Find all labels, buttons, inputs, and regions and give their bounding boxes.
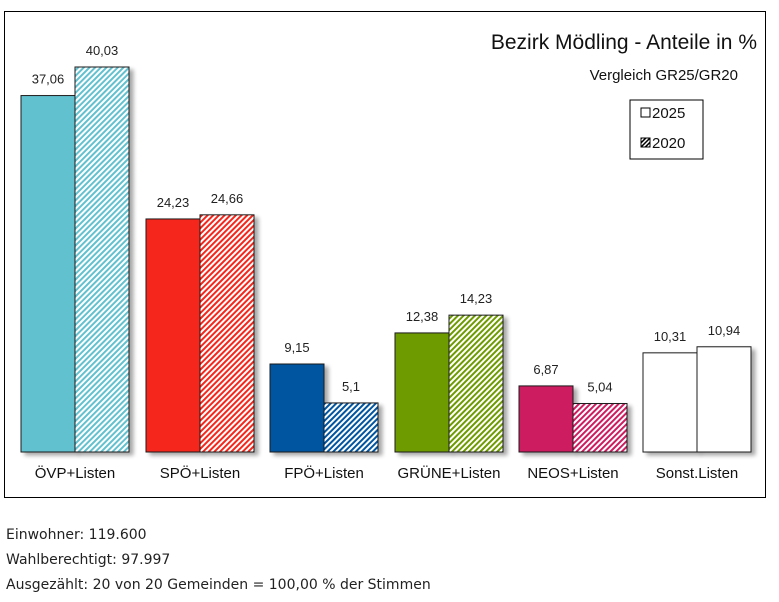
legend-swatch-2020 (640, 137, 651, 148)
data-label-övp-listen-2025: 37,06 (32, 72, 65, 87)
data-label-grüne-listen-2020: 14,23 (460, 291, 493, 306)
bar-neos-listen-2025 (518, 385, 574, 453)
bar-fpö-listen-2025 (269, 363, 325, 453)
bar-övp-listen-2020 (74, 66, 130, 453)
footer-ausgezaehlt: Ausgezählt: 20 von 20 Gemeinden = 100,00… (6, 577, 431, 593)
footer-wahlberechtigt: Wahlberechtigt: 97.997 (6, 552, 171, 568)
chart-title: Bezirk Mödling - Anteile in % (491, 31, 757, 54)
legend-label-2025: 2025 (652, 105, 685, 122)
chart-subtitle: Vergleich GR25/GR20 (590, 67, 738, 84)
bar-chart: 37,06 40,03 ÖVP+Listen 24,23 24,66 SPÖ+Listen… (20, 31, 757, 482)
data-label-fpö-listen-2020: 5,1 (342, 379, 360, 394)
legend: 2025 2020 (629, 99, 704, 160)
category-label-spö-listen: SPÖ+Listen (160, 464, 240, 482)
data-label-fpö-listen-2025: 9,15 (284, 340, 309, 355)
category-label-övp-listen: ÖVP+Listen (35, 464, 115, 482)
data-label-sonst-listen-2025: 10,31 (654, 329, 687, 344)
data-label-neos-listen-2025: 6,87 (533, 362, 558, 377)
data-label-grüne-listen-2025: 12,38 (406, 309, 439, 324)
data-label-neos-listen-2020: 5,04 (587, 380, 612, 395)
bar-grüne-listen-2025 (394, 332, 450, 453)
category-label-neos-listen: NEOS+Listen (527, 465, 618, 482)
bar-sonst-listen-2020 (696, 346, 752, 453)
bar-fpö-listen-2020 (323, 402, 379, 453)
category-label-sonst-listen: Sonst.Listen (656, 465, 739, 482)
data-label-sonst-listen-2020: 10,94 (708, 323, 741, 338)
bar-grüne-listen-2020 (448, 314, 504, 453)
bar-spö-listen-2020 (199, 214, 255, 453)
legend-label-2020: 2020 (652, 135, 685, 152)
bar-övp-listen-2025 (20, 95, 76, 453)
bar-neos-listen-2020 (572, 403, 628, 453)
bar-sonst-listen-2025 (642, 352, 698, 453)
legend-swatch-2025 (640, 107, 651, 118)
bar-spö-listen-2025 (145, 218, 201, 453)
data-label-spö-listen-2020: 24,66 (211, 191, 244, 206)
data-label-övp-listen-2020: 40,03 (86, 43, 119, 58)
footer-einwohner: Einwohner: 119.600 (6, 527, 147, 543)
data-label-spö-listen-2025: 24,23 (157, 195, 190, 210)
chart-frame (4, 11, 766, 498)
category-label-fpö-listen: FPÖ+Listen (284, 464, 364, 482)
category-label-grüne-listen: GRÜNE+Listen (398, 464, 501, 482)
